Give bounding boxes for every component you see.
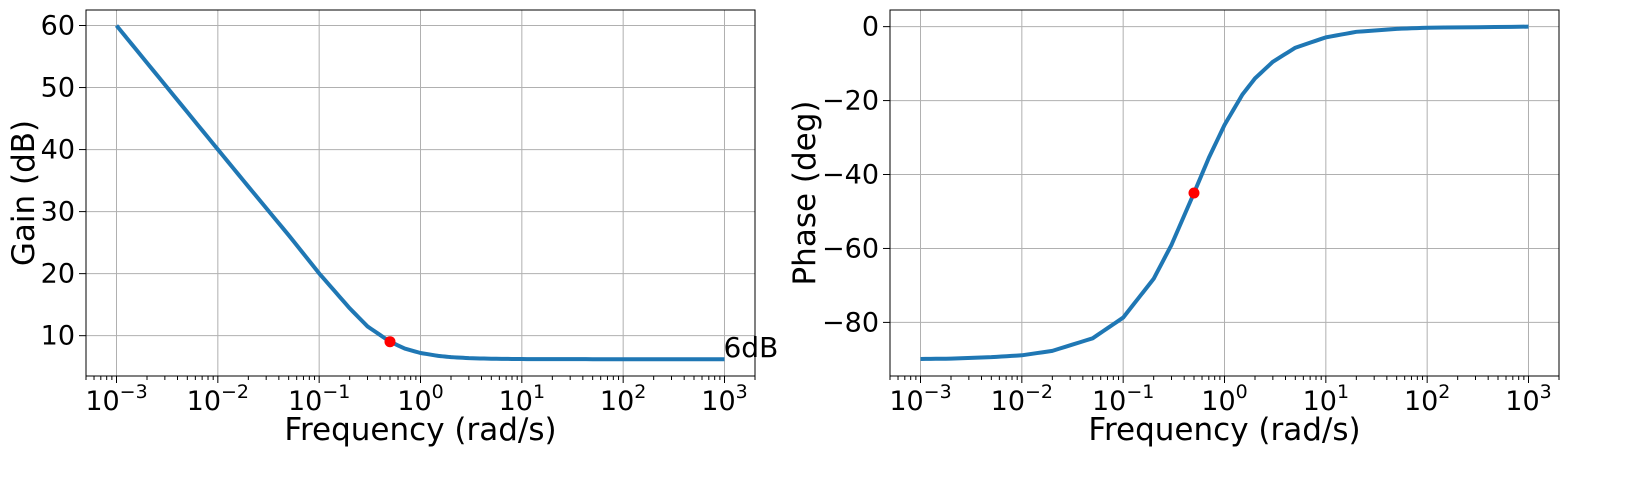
phase-y-tick-label: −20 [822,86,879,117]
phase-corner-frequency-marker [1188,187,1200,199]
gain-x-tick-label: 101 [499,381,545,417]
tick-base: 10 [397,386,431,417]
phase-y-tick-label: −40 [822,160,879,191]
tick-exponent: 1 [533,381,545,403]
phase-y-axis-label: Phase (deg) [787,100,823,285]
gain-x-tick-label: 10−1 [288,381,350,417]
phase-x-tick-label: 101 [1303,381,1349,417]
tick-exponent: 3 [736,381,748,403]
gain-y-tick-label: 40 [41,135,75,166]
phase-axes-frame [889,9,1560,377]
gain-y-tick-label: 20 [41,259,75,290]
gain-annotation: 6dB [723,331,778,364]
tick-exponent: 2 [634,381,646,403]
tick-base: 10 [1505,386,1539,417]
tick-base: 10 [187,386,221,417]
tick-exponent: 3 [1540,381,1552,403]
tick-exponent: −2 [1025,381,1053,403]
tick-exponent: −1 [322,381,350,403]
tick-base: 10 [701,386,735,417]
tick-base: 10 [600,386,634,417]
gain-y-tick-label: 60 [41,11,75,42]
phase-plot: 10−3 10−2 10−1 100 101 102 103−80−60−40−200Fre… [787,9,1560,448]
gain-x-tick-label: 100 [397,381,443,417]
tick-base: 10 [85,386,119,417]
tick-exponent: 0 [1236,381,1248,403]
tick-exponent: 1 [1337,381,1349,403]
gain-corner-frequency-marker [384,336,396,348]
tick-base: 10 [499,386,533,417]
tick-base: 10 [1404,386,1438,417]
phase-x-tick-label: 100 [1201,381,1247,417]
gain-response-curve [114,24,725,362]
gain-y-tick-label: 10 [41,321,75,352]
gain-y-axis-label: Gain (dB) [6,120,42,266]
gain-plot: 10−3 10−2 10−1 100 101 102 1031020304050606dBF… [6,9,778,448]
tick-base: 10 [1092,386,1126,417]
tick-exponent: −1 [1126,381,1154,403]
tick-exponent: 2 [1438,381,1450,403]
tick-base: 10 [991,386,1025,417]
gain-x-tick-label: 10−3 [85,381,147,417]
phase-x-tick-label: 103 [1505,381,1551,417]
gain-x-tick-label: 10−2 [187,381,249,417]
gain-axes-frame [85,9,756,377]
phase-x-tick-label: 10−2 [991,381,1053,417]
phase-x-axis-label: Frequency (rad/s) [1088,412,1360,448]
phase-response-curve [920,24,1529,361]
tick-exponent: −3 [120,381,148,403]
gain-x-tick-label: 102 [600,381,646,417]
phase-x-tick-label: 102 [1404,381,1450,417]
gain-x-axis-label: Frequency (rad/s) [284,412,556,448]
tick-base: 10 [1303,386,1337,417]
phase-x-tick-label: 10−1 [1092,381,1154,417]
tick-exponent: 0 [432,381,444,403]
gain-x-tick-label: 103 [701,381,747,417]
tick-exponent: −2 [221,381,249,403]
tick-base: 10 [1201,386,1235,417]
gain-y-tick-label: 30 [41,197,75,228]
tick-base: 10 [889,386,923,417]
phase-y-tick-label: 0 [862,12,879,43]
phase-x-tick-label: 10−3 [889,381,951,417]
tick-exponent: −3 [924,381,952,403]
phase-y-tick-label: −80 [822,307,879,338]
phase-y-tick-label: −60 [822,233,879,264]
tick-base: 10 [288,386,322,417]
gain-y-tick-label: 50 [41,73,75,104]
